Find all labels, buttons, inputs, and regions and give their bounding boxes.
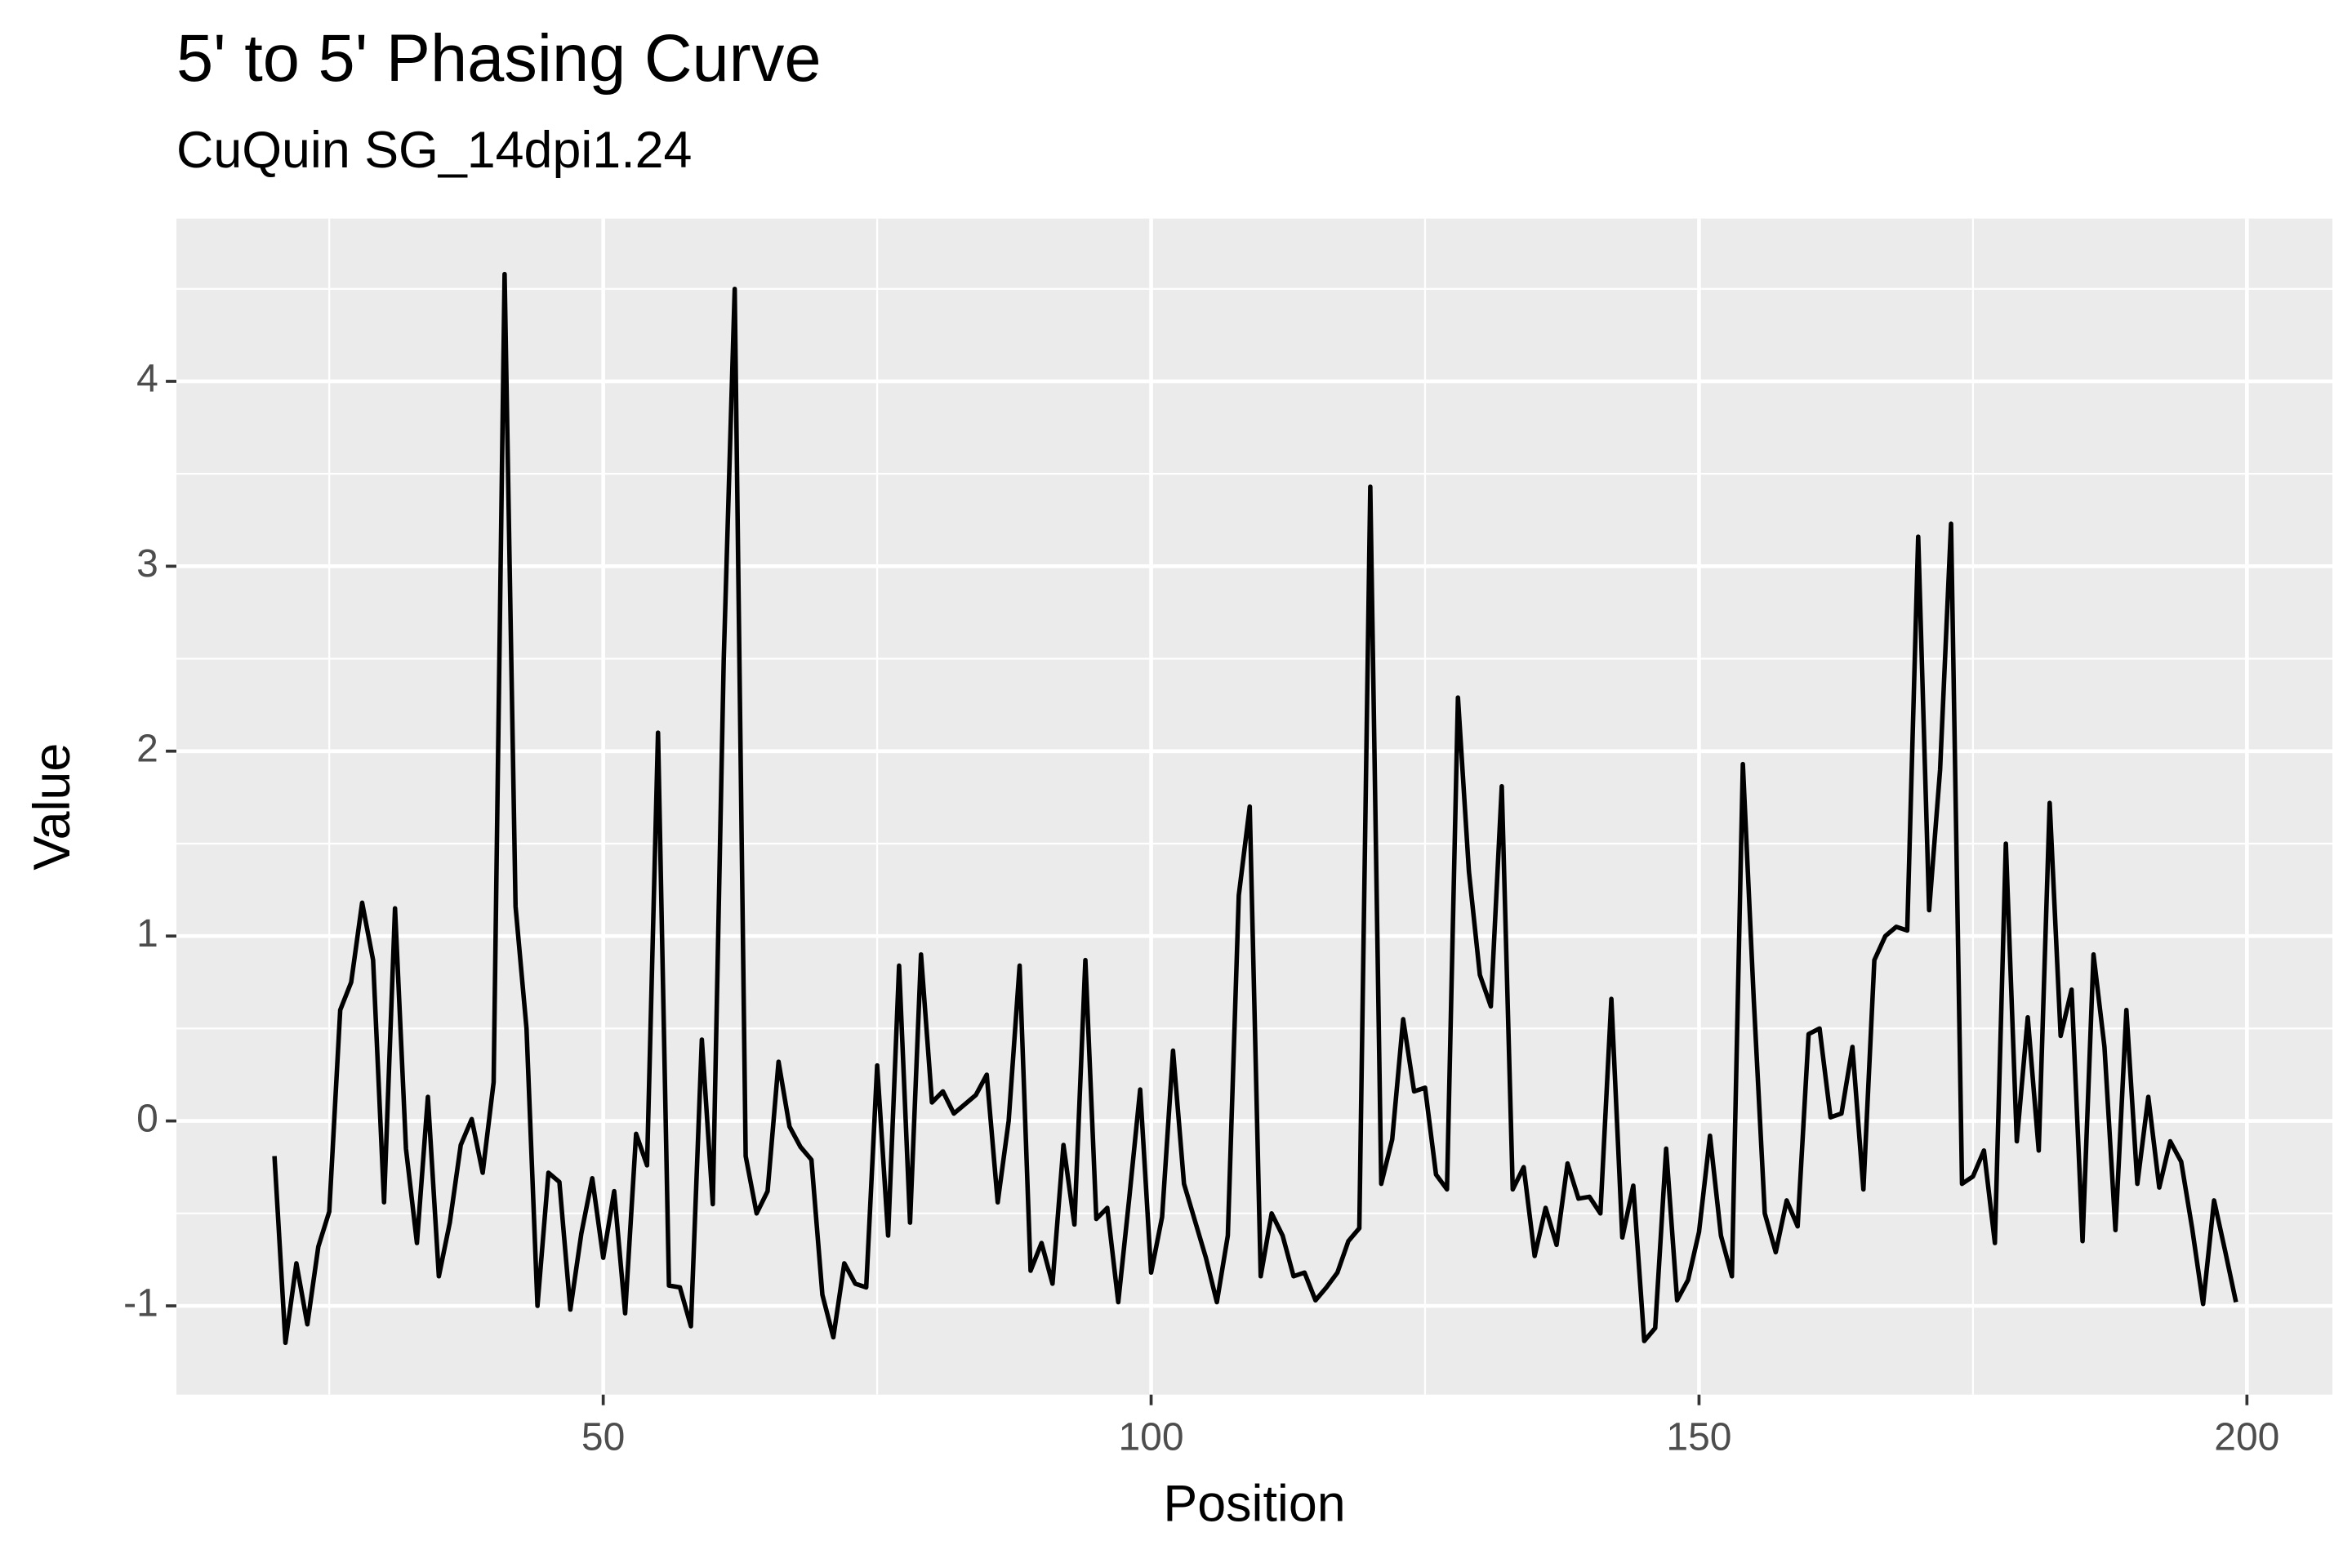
x-axis-title: Position (1163, 1476, 1345, 1533)
panel (176, 218, 2332, 1395)
line (272, 271, 2238, 1346)
x-tick-label: 200 (2214, 1416, 2279, 1459)
y-tick-label: 4 (136, 358, 158, 401)
y-tick-label: 3 (136, 542, 158, 586)
chart-title: 5' to 5' Phasing Curve (176, 21, 822, 96)
y-axis-title: Value (24, 743, 81, 871)
y-tick-label: -1 (123, 1282, 158, 1325)
y-tick-label: 2 (136, 727, 158, 770)
x-tick-label: 100 (1118, 1416, 1183, 1459)
y-tick-label: 0 (136, 1097, 158, 1140)
y-tick-label: 1 (136, 912, 158, 956)
x-tick-label: 150 (1666, 1416, 1731, 1459)
x-tick-label: 50 (581, 1416, 625, 1459)
chart-subtitle: CuQuin SG_14dpi1.24 (176, 122, 692, 179)
